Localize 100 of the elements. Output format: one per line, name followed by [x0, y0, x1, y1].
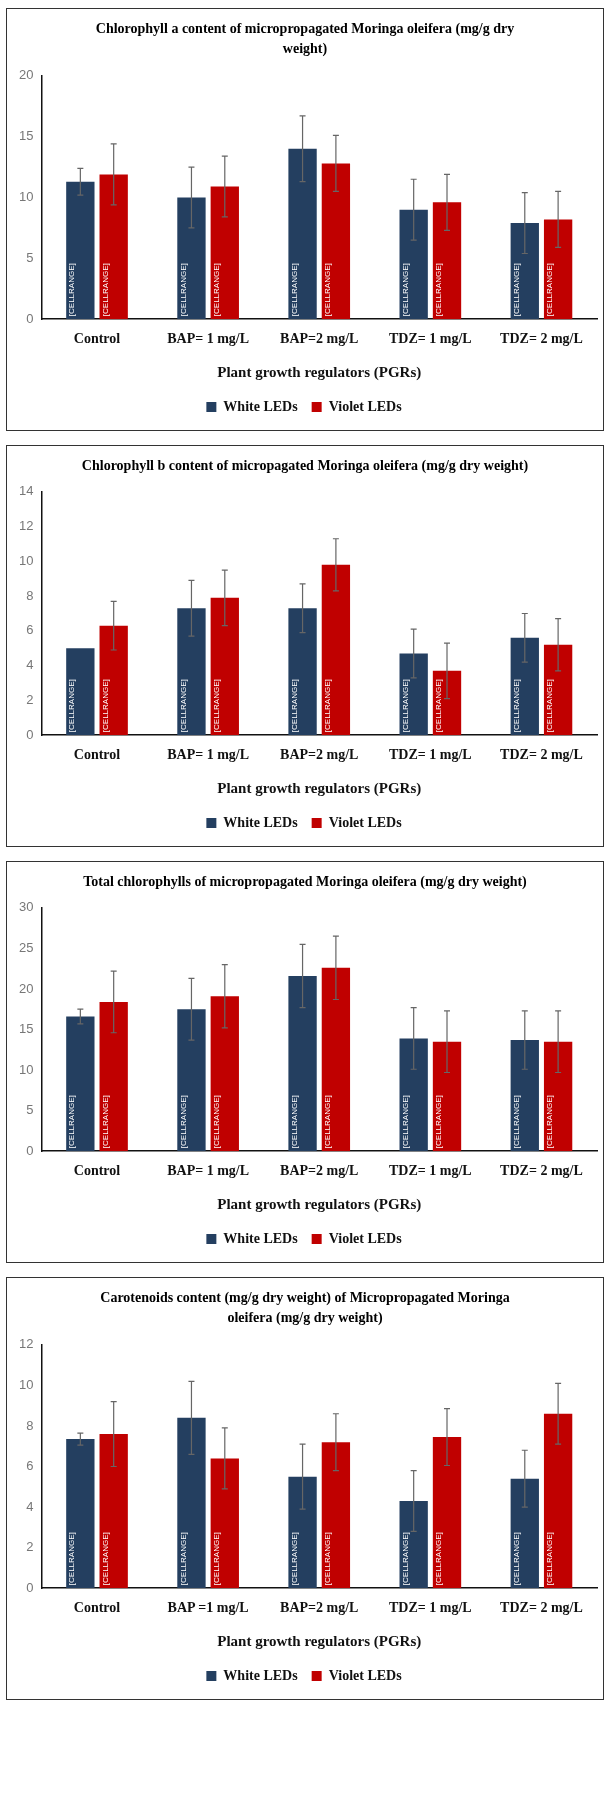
x-tick-label: TDZ= 2 mg/L — [500, 1599, 583, 1615]
bar — [177, 1009, 206, 1152]
bar — [510, 1040, 539, 1152]
data-label: [CELLRANGE] — [511, 679, 521, 733]
y-tick-label: 30 — [18, 899, 34, 915]
bar — [99, 173, 128, 319]
data-label: [CELLRANGE] — [400, 1095, 410, 1149]
x-tick-label: Control — [73, 1163, 121, 1179]
bar — [288, 148, 317, 319]
data-label: [CELLRANGE] — [323, 1095, 333, 1149]
legend-label: White LEDs — [223, 398, 299, 414]
x-tick-label: Control — [73, 1599, 121, 1615]
y-tick-label: 2 — [26, 691, 34, 707]
x-tick-label: BAP= 1 mg/L — [167, 747, 250, 763]
data-label: [CELLRANGE] — [67, 262, 77, 316]
bar — [432, 1436, 462, 1588]
data-label: [CELLRANGE] — [100, 1095, 110, 1149]
data-label: [CELLRANGE] — [67, 679, 77, 733]
x-axis-title: Plant growth regulators (PGRs) — [217, 1196, 422, 1214]
data-label: [CELLRANGE] — [545, 1532, 555, 1585]
bar — [99, 1433, 128, 1588]
y-tick-label: 14 — [18, 483, 34, 499]
data-label: [CELLRANGE] — [511, 1095, 521, 1149]
x-axis-title: Plant growth regulators (PGRs) — [217, 779, 422, 797]
bar — [210, 1458, 239, 1588]
y-tick-label: 0 — [26, 310, 34, 326]
x-tick-label: BAP= 1 mg/L — [167, 1163, 250, 1179]
bar — [177, 608, 206, 736]
bar — [399, 209, 428, 319]
y-tick-label: 6 — [26, 622, 34, 638]
y-tick-label: 6 — [26, 1457, 34, 1473]
data-label: [CELLRANGE] — [511, 262, 521, 316]
x-tick-label: BAP=2 mg/L — [280, 330, 359, 346]
legend-label: Violet LEDs — [328, 814, 403, 830]
y-tick-label: 25 — [18, 940, 34, 956]
bar — [210, 186, 239, 319]
bar — [66, 648, 95, 736]
data-label: [CELLRANGE] — [178, 1095, 188, 1149]
bar — [399, 1038, 428, 1152]
bar — [510, 637, 539, 736]
legend-label: White LEDs — [223, 1230, 299, 1246]
chart-title: Total chlorophylls of micropropagated Moringa oleifera (mg/g dry weight) — [82, 872, 528, 891]
chart-title: Chlorophyll b content of micropagated Moringa oleifera (mg/g dry weight) — [80, 456, 530, 475]
bar — [321, 968, 351, 1152]
data-label: [CELLRANGE] — [289, 262, 299, 316]
bar — [510, 222, 539, 319]
bar — [210, 597, 239, 736]
data-label: [CELLRANGE] — [100, 679, 110, 733]
bar — [399, 1500, 428, 1588]
x-tick-label: TDZ= 1 mg/L — [389, 330, 472, 346]
legend-label: Violet LEDs — [328, 398, 403, 414]
data-label: [CELLRANGE] — [178, 1532, 188, 1585]
bar — [66, 181, 95, 319]
bar — [66, 1438, 95, 1588]
x-tick-label: TDZ= 1 mg/L — [389, 1599, 472, 1615]
x-tick-label: Control — [73, 330, 121, 346]
chart-title: Carotenoids content (mg/g dry weight) of Micropropagated Moringa oleifera (mg/g dry weight) — [99, 1289, 511, 1328]
bar — [321, 163, 351, 319]
x-tick-label: BAP =1 mg/L — [167, 1599, 249, 1615]
data-label: [CELLRANGE] — [545, 1095, 555, 1149]
y-tick-label: 10 — [18, 188, 34, 204]
data-label: [CELLRANGE] — [211, 1095, 221, 1149]
bar — [177, 197, 206, 319]
bar — [288, 608, 317, 736]
x-axis-title: Plant growth regulators (PGRs) — [217, 363, 422, 381]
y-tick-label: 4 — [26, 657, 34, 673]
y-tick-label: 2 — [26, 1538, 34, 1554]
y-tick-label: 10 — [18, 1061, 34, 1077]
y-tick-label: 0 — [26, 726, 34, 742]
legend-label: Violet LEDs — [328, 1667, 403, 1683]
y-tick-label: 8 — [26, 1417, 34, 1433]
y-tick-label: 0 — [26, 1142, 34, 1158]
bar — [510, 1478, 539, 1588]
x-tick-label: TDZ= 2 mg/L — [500, 747, 583, 763]
y-tick-label: 5 — [26, 249, 34, 265]
bar — [543, 1041, 573, 1152]
y-tick-label: 10 — [18, 552, 34, 568]
data-label: [CELLRANGE] — [511, 1532, 521, 1585]
bar — [432, 201, 462, 319]
data-label: [CELLRANGE] — [289, 679, 299, 733]
data-label: [CELLRANGE] — [400, 679, 410, 733]
y-tick-label: 12 — [18, 1336, 34, 1352]
data-label: [CELLRANGE] — [289, 1095, 299, 1149]
y-tick-label: 12 — [18, 518, 34, 534]
data-label: [CELLRANGE] — [178, 262, 188, 316]
data-label: [CELLRANGE] — [323, 679, 333, 733]
bar — [177, 1417, 206, 1588]
data-label: [CELLRANGE] — [100, 262, 110, 316]
data-label: [CELLRANGE] — [400, 262, 410, 316]
data-label: [CELLRANGE] — [545, 679, 555, 733]
data-label: [CELLRANGE] — [434, 679, 444, 733]
bar — [399, 653, 428, 736]
y-tick-label: 15 — [18, 127, 34, 143]
bar — [321, 564, 351, 736]
bar — [288, 1476, 317, 1588]
x-axis-title: Plant growth regulators (PGRs) — [217, 1632, 422, 1650]
x-tick-label: TDZ= 1 mg/L — [389, 1163, 472, 1179]
bar — [321, 1441, 351, 1588]
x-tick-label: BAP=2 mg/L — [280, 1599, 359, 1615]
x-tick-label: TDZ= 2 mg/L — [500, 1163, 583, 1179]
